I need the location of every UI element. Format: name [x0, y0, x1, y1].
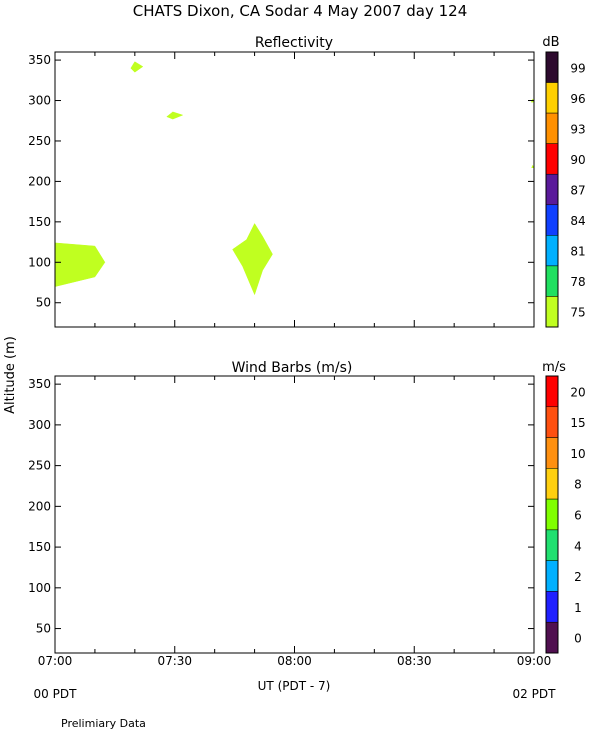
- reflectivity-region: [54, 242, 106, 287]
- colorbar-frame: [545, 375, 559, 654]
- colorbar-swatch: [545, 406, 559, 438]
- y-tick-label: 250: [28, 134, 51, 148]
- y-tick-label: 150: [28, 215, 51, 229]
- right-footer: 02 PDT: [513, 687, 557, 701]
- colorbar-tick-label: 87: [570, 184, 585, 198]
- colorbar-swatch: [545, 51, 559, 83]
- y-tick-label: 150: [28, 540, 51, 554]
- colorbar-swatch: [545, 498, 559, 531]
- y-tick-label: 50: [36, 622, 51, 636]
- colorbar-swatch: [545, 296, 559, 328]
- colorbar-swatch: [545, 204, 559, 236]
- windbarbs-panel: 50 100 150 200 250 300 350: [28, 375, 535, 654]
- windbarbs-title: Wind Barbs (m/s): [232, 360, 353, 376]
- colorbar-swatch: [545, 375, 559, 408]
- y-tick-label: 350: [28, 53, 51, 67]
- colorbar-swatch: [545, 265, 559, 297]
- colorbar-tick-label: 84: [570, 214, 585, 228]
- reflectivity-region: [166, 111, 184, 120]
- y-tick-label: 50: [36, 296, 51, 310]
- colorbar-tick-label: 10: [570, 447, 585, 461]
- x-axis-label: UT (PDT - 7): [258, 679, 331, 693]
- preliminary-note: Prelimiary Data: [61, 717, 146, 730]
- colorbar-swatch: [545, 235, 559, 267]
- colorbar-swatch: [545, 621, 559, 654]
- windbarbs-frame: [54, 375, 535, 654]
- reflectivity-region: [130, 61, 144, 73]
- x-tick-label: 08:30: [397, 654, 432, 668]
- colorbar-tick-label: 8: [574, 478, 582, 492]
- x-tick-label: 07:30: [157, 654, 192, 668]
- reflectivity-region: [232, 222, 273, 296]
- reflectivity-region: [531, 164, 534, 168]
- y-tick-label: 200: [28, 174, 51, 188]
- colorbar-swatch: [545, 529, 559, 561]
- y-tick-label: 350: [28, 377, 51, 391]
- windbarbs-colorbar-label: m/s: [542, 360, 566, 375]
- colorbar-tick-label: 93: [570, 122, 585, 136]
- colorbar-tick-label: 2: [574, 570, 582, 584]
- colorbar-swatch: [545, 560, 559, 592]
- y-tick-label: 250: [28, 459, 51, 473]
- y-tick-label: 100: [28, 581, 51, 595]
- y-tick-label: 200: [28, 499, 51, 513]
- colorbar-tick-label: 75: [570, 306, 585, 320]
- colorbar-tick-label: 99: [570, 61, 585, 75]
- colorbar-tick-label: 90: [570, 153, 585, 167]
- left-footer: 00 PDT: [34, 687, 78, 701]
- colorbar-swatch: [545, 82, 559, 114]
- reflectivity-colorbar: dB 99 96 93 90 87 84 81 78 75: [542, 35, 586, 328]
- reflectivity-frame: [54, 51, 535, 328]
- y-tick-label: 300: [28, 418, 51, 432]
- colorbar-tick-label: 1: [574, 601, 582, 615]
- colorbar-swatch: [545, 112, 559, 144]
- y-tick-label: 300: [28, 94, 51, 108]
- reflectivity-title: Reflectivity: [255, 35, 333, 51]
- colorbar-swatch: [545, 468, 559, 500]
- colorbar-swatch: [545, 591, 559, 623]
- colorbar-swatch: [545, 437, 559, 469]
- colorbar-tick-label: 6: [574, 509, 582, 523]
- x-tick-label: 07:00: [38, 654, 73, 668]
- reflectivity-panel: 50 100 150 200 250 300 350: [28, 51, 535, 328]
- x-tick-label: 08:00: [277, 654, 312, 668]
- colorbar-tick-label: 0: [574, 632, 582, 646]
- figure-title: CHATS Dixon, CA Sodar 4 May 2007 day 124: [133, 2, 468, 20]
- reflectivity-colorbar-label: dB: [542, 35, 559, 50]
- colorbar-tick-label: 15: [570, 416, 585, 430]
- colorbar-tick-label: 81: [570, 245, 585, 259]
- colorbar-swatch: [545, 173, 559, 206]
- y-axis-label: Altitude (m): [3, 336, 18, 414]
- colorbar-tick-label: 96: [570, 92, 585, 106]
- colorbar-tick-label: 78: [570, 275, 585, 289]
- y-tick-label: 100: [28, 255, 51, 269]
- colorbar-tick-label: 4: [574, 539, 582, 553]
- colorbar-swatch: [545, 143, 559, 175]
- colorbar-frame: [545, 51, 559, 328]
- colorbar-tick-label: 20: [570, 385, 585, 399]
- x-tick-label: 09:00: [517, 654, 552, 668]
